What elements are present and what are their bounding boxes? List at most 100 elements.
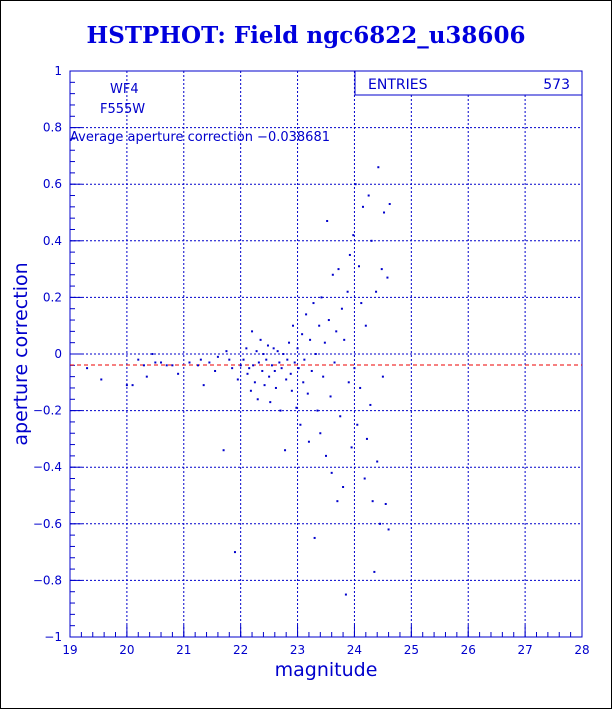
y-tick-label: 0.6 (43, 177, 62, 191)
data-point (142, 364, 145, 367)
data-point (292, 324, 295, 327)
data-point (384, 502, 387, 505)
data-point (343, 338, 346, 341)
data-point (145, 375, 148, 378)
data-point (233, 551, 236, 554)
x-tick-label: 27 (517, 643, 532, 657)
data-point (371, 500, 374, 503)
y-axis-label: aperture correction (10, 262, 32, 445)
data-point (302, 381, 305, 384)
data-point (370, 239, 373, 242)
data-point (316, 409, 319, 412)
data-point (323, 341, 326, 344)
data-point (259, 338, 262, 341)
data-point (265, 358, 268, 361)
data-point (100, 378, 103, 381)
data-point (326, 219, 329, 222)
tick-labels: 19 20 21 22 23 24 25 26 27 28 −1 −0.8 −0.6 −0.4 −0.2 0 0… (33, 64, 590, 657)
data-point (376, 460, 379, 463)
data-point (225, 350, 228, 353)
data-point (270, 364, 273, 367)
data-point (251, 330, 254, 333)
data-point (276, 350, 279, 353)
data-point (359, 386, 362, 389)
y-tick-label: −0.8 (33, 573, 62, 587)
data-point (269, 401, 272, 404)
data-point (380, 268, 383, 271)
y-tick-label: 0.4 (43, 234, 62, 248)
data-point (248, 367, 251, 370)
entries-label: ENTRIES (368, 77, 428, 93)
data-point (216, 355, 219, 358)
data-points (86, 166, 391, 596)
x-tick-label: 22 (233, 643, 248, 657)
data-point (331, 273, 334, 276)
data-point (245, 347, 248, 350)
data-point (199, 358, 202, 361)
data-point (177, 372, 180, 375)
y-tick-label: 0.8 (43, 121, 62, 135)
chart-title: HSTPHOT: Field ngc6822_u38606 (86, 22, 526, 49)
data-point (280, 367, 283, 370)
data-point (364, 324, 367, 327)
data-point (306, 392, 309, 395)
data-point (350, 446, 353, 449)
data-point (346, 290, 349, 293)
data-point (188, 361, 191, 364)
x-tick-label: 26 (461, 643, 476, 657)
data-point (377, 166, 380, 169)
data-point (255, 350, 258, 353)
data-point (160, 361, 163, 364)
data-point (246, 372, 249, 375)
data-point (352, 234, 355, 237)
data-point (327, 319, 330, 322)
data-point (273, 369, 276, 372)
y-tick-label: −0.4 (33, 460, 62, 474)
data-point (86, 367, 89, 370)
data-point (356, 423, 359, 426)
data-point (288, 341, 291, 344)
y-tick-label: 0 (54, 347, 62, 361)
data-point (262, 353, 265, 355)
data-point (357, 265, 360, 268)
data-point (154, 361, 157, 364)
data-point (310, 369, 313, 372)
data-point (282, 353, 285, 355)
data-point (285, 378, 288, 381)
x-tick-label: 23 (290, 643, 305, 657)
data-point (354, 183, 357, 186)
data-point (367, 194, 370, 197)
data-point (330, 471, 333, 474)
data-point (336, 500, 339, 503)
data-point (197, 364, 199, 367)
data-point (347, 381, 350, 384)
data-point (388, 203, 391, 206)
data-point (344, 593, 347, 596)
stats-box (354, 70, 583, 96)
data-point (335, 330, 338, 333)
data-point (383, 211, 386, 214)
data-point (214, 369, 217, 372)
data-point (278, 361, 281, 364)
data-point (290, 389, 293, 392)
data-point (307, 440, 310, 443)
data-point (284, 449, 287, 452)
data-point (312, 302, 315, 305)
data-point (263, 384, 266, 387)
data-point (369, 403, 372, 406)
data-point (325, 454, 327, 457)
y-tick-label: −1 (44, 630, 62, 644)
data-point (303, 358, 306, 361)
data-point (361, 205, 364, 208)
data-point (375, 290, 378, 293)
data-point (272, 347, 275, 350)
data-point (249, 389, 252, 392)
data-point (322, 375, 325, 378)
data-point (151, 353, 154, 355)
data-point (340, 307, 343, 310)
x-tick-label: 25 (404, 643, 419, 657)
data-point (320, 296, 323, 299)
data-point (363, 477, 366, 480)
camera-label: WF4 (110, 82, 139, 97)
